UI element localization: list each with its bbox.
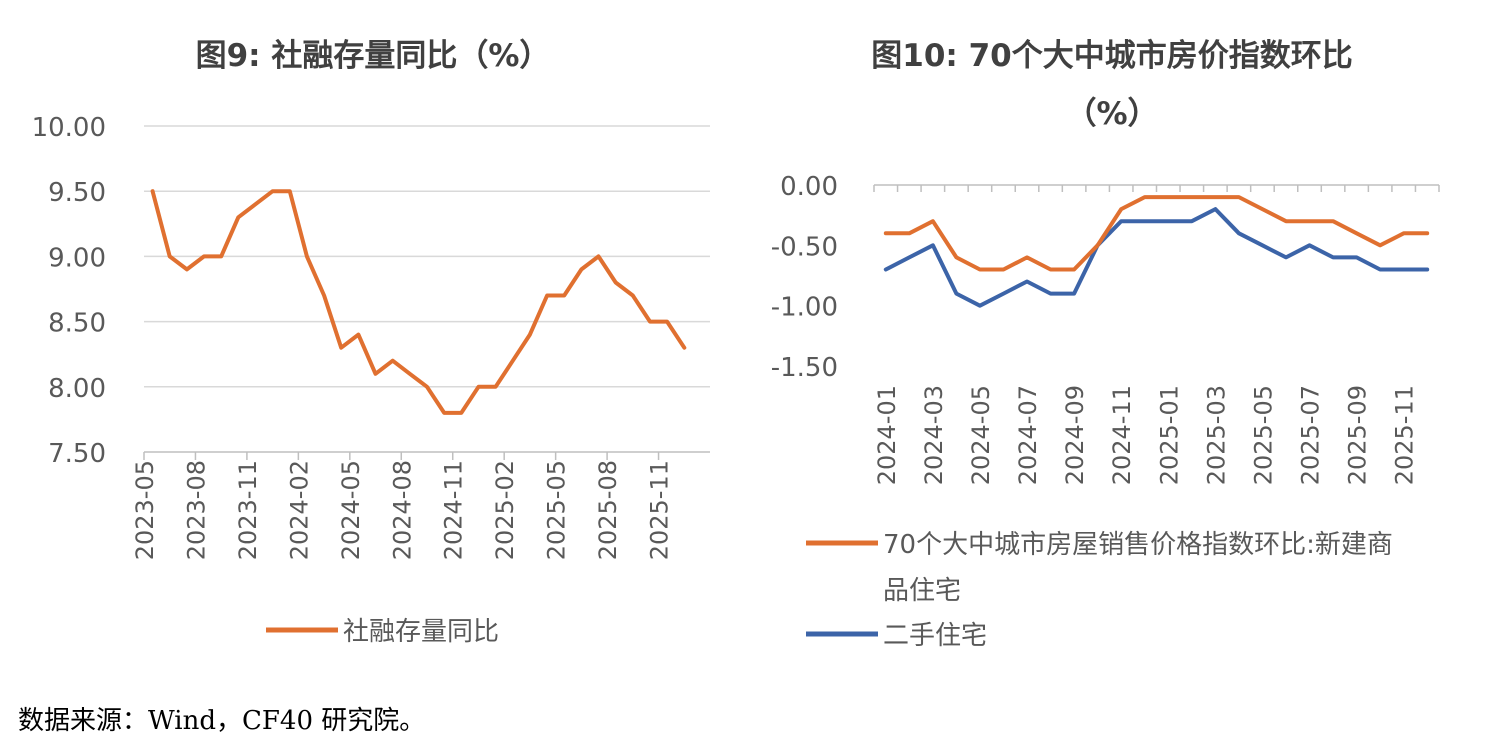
chart2-series — [883, 195, 1430, 308]
chart1-x-tick-label: 2025-05 — [543, 460, 571, 560]
chart2-y-tick-label: -1.50 — [771, 353, 838, 383]
chart1-x-tick-label: 2024-08 — [388, 460, 416, 560]
chart2-line-second-hand — [883, 207, 1430, 308]
chart2-x-tick-label: 2025-03 — [1202, 385, 1230, 485]
chart1-x-tick-label: 2024-11 — [440, 460, 468, 560]
chart1-legend: 社融存量同比 — [266, 617, 499, 647]
chart2-x-tick-label: 2025-01 — [1155, 385, 1183, 485]
chart1-x-tick-label: 2025-02 — [491, 460, 519, 560]
chart2-title-unit: （%） — [1065, 96, 1158, 132]
source-note: 数据来源：Wind，CF40 研究院。 — [18, 706, 426, 736]
chart2-x-tick-label: 2025-07 — [1297, 385, 1325, 485]
chart2-x-tick-label: 2024-01 — [873, 385, 901, 485]
chart2-x-tick-label: 2024-09 — [1061, 385, 1089, 485]
chart2-x-tick-label: 2024-11 — [1108, 385, 1136, 485]
chart1-x-tick-label: 2025-11 — [646, 460, 674, 560]
chart1-line-series — [150, 189, 687, 415]
chart2-title: 图10: 70个大中城市房价指数环比 — [871, 38, 1352, 74]
chart2-x-axis: 2024-01 2024-03 2024-05 2024-07 2024-09 2024-… — [873, 184, 1440, 485]
chart-social-financing: 图9: 社融存量同比（%） 10.009.509.008.508.007.50 … — [32, 38, 710, 647]
chart1-y-tick-label: 9.50 — [48, 178, 106, 208]
chart1-y-tick-label: 10.00 — [32, 113, 106, 143]
chart2-x-tick-label: 2025-05 — [1249, 385, 1277, 485]
chart2-legend-label-second: 二手住宅 — [883, 621, 987, 651]
chart2-x-tick-label: 2025-09 — [1344, 385, 1372, 485]
chart1-y-axis: 10.00 9.50 9.00 8.50 8.00 7.50 — [32, 113, 106, 469]
chart2-line-new-homes — [883, 195, 1430, 272]
chart2-x-tick-label: 2024-03 — [920, 385, 948, 485]
chart2-y-axis: 0.00 -0.50 -1.00 -1.50 — [771, 172, 838, 383]
chart2-legend-label-new-line1: 70个大中城市房屋销售价格指数环比:新建商 — [883, 530, 1393, 560]
chart1-x-tick-label: 2023-11 — [234, 460, 262, 560]
chart1-y-tick-label: 7.50 — [48, 439, 106, 469]
chart2-legend: 70个大中城市房屋销售价格指数环比:新建商 品住宅 二手住宅 — [806, 530, 1393, 651]
chart-housing-price-index: 图10: 70个大中城市房价指数环比 （%） 0.00 -0.50 -1.00 -1.… — [771, 38, 1440, 651]
chart1-x-tick-label: 2023-08 — [182, 460, 210, 560]
chart1-x-tick-label: 2025-08 — [594, 460, 622, 560]
chart2-legend-label-new-line2: 品住宅 — [883, 576, 961, 606]
chart1-series — [150, 189, 687, 415]
chart2-x-tick-label: 2025-11 — [1391, 385, 1419, 485]
chart1-legend-label: 社融存量同比 — [343, 617, 499, 647]
chart1-x-tick-label: 2024-05 — [337, 460, 365, 560]
chart1-y-tick-label: 8.50 — [48, 309, 106, 339]
chart2-y-tick-label: 0.00 — [780, 172, 838, 202]
chart1-y-tick-label: 9.00 — [48, 243, 106, 273]
chart2-x-tick-label: 2024-07 — [1014, 385, 1042, 485]
chart2-x-tick-label: 2024-05 — [967, 385, 995, 485]
chart1-x-tick-label: 2024-02 — [285, 460, 313, 560]
chart2-y-tick-label: -0.50 — [771, 232, 838, 262]
chart1-x-axis: 2023-05 2023-08 2023-11 2024-02 2024-05 2024-… — [131, 451, 710, 560]
chart2-y-tick-label: -1.00 — [771, 293, 838, 323]
chart1-x-tick-label: 2023-05 — [131, 460, 159, 560]
chart1-y-tick-label: 8.00 — [48, 374, 106, 404]
chart1-gridlines — [144, 125, 710, 388]
chart1-title: 图9: 社融存量同比（%） — [196, 38, 551, 74]
